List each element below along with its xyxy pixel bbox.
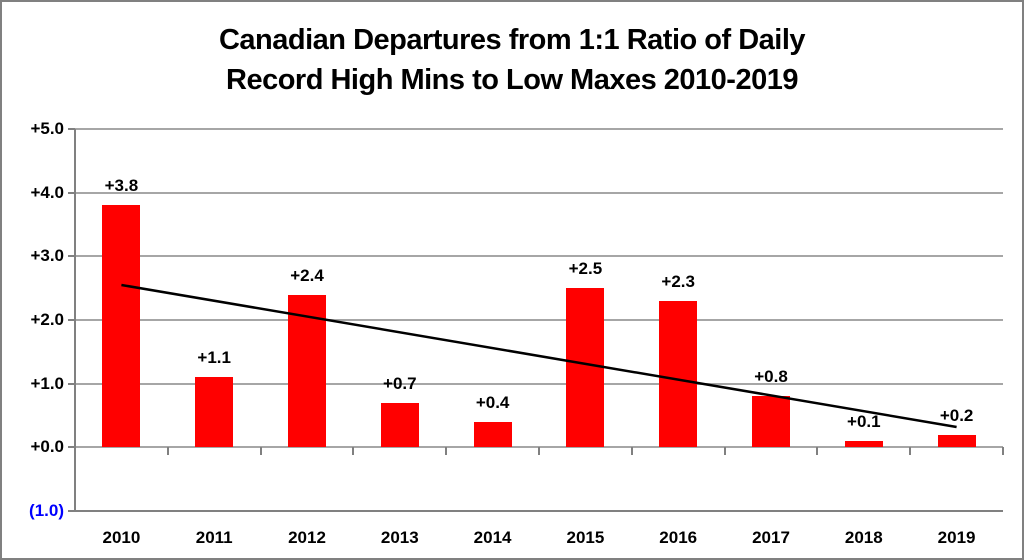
chart-title-line1: Canadian Departures from 1:1 Ratio of Da… [218, 24, 806, 56]
bar [659, 300, 698, 448]
bar-value-label: +0.8 [754, 367, 788, 387]
chart-title: Canadian Departures from 1:1 Ratio of Da… [2, 20, 1022, 100]
x-axis-tick [723, 447, 726, 456]
x-tick-label: 2011 [195, 528, 233, 547]
x-axis-tick [259, 447, 262, 456]
y-tick-label: (1.0) [29, 501, 64, 520]
x-tick-label: 2019 [937, 528, 976, 547]
y-axis-tick [68, 255, 75, 258]
chart-title-line2: Record High Mins to Low Maxes 2010-2019 [226, 64, 798, 96]
bar [844, 440, 883, 448]
x-axis-tick [630, 447, 633, 456]
bar [752, 396, 790, 448]
y-tick-label: +5.0 [30, 119, 64, 138]
y-gridline [75, 128, 1003, 130]
y-tick-label: +3.0 [30, 246, 64, 266]
x-tick-label: 2017 [752, 528, 790, 547]
y-axis-tick [68, 382, 75, 385]
bar [937, 434, 976, 448]
x-axis-tick [909, 447, 912, 456]
y-tick-label: +1.0 [30, 373, 64, 393]
bar-value-label: +2.5 [568, 259, 603, 279]
x-tick-label: 2015 [566, 528, 605, 547]
x-tick-label: 2012 [288, 528, 326, 547]
bar-value-label: +2.3 [661, 271, 695, 291]
y-axis-line [74, 129, 76, 512]
bar-value-label: +1.1 [197, 348, 231, 368]
y-gridline [75, 191, 1003, 194]
y-axis-tick [68, 191, 75, 194]
bar-value-label: +2.4 [290, 265, 324, 285]
x-axis-tick [352, 447, 355, 456]
y-tick-label: +4.0 [30, 182, 64, 202]
y-tick-label: +2.0 [30, 310, 64, 329]
x-tick-label: 2014 [473, 528, 512, 547]
x-axis-tick [538, 447, 540, 456]
y-gridline [75, 510, 1003, 512]
y-axis-tick [68, 510, 75, 512]
x-axis-tick [166, 447, 169, 456]
x-axis-tick [1002, 447, 1004, 456]
y-tick-label: +0.0 [30, 437, 64, 457]
x-axis-tick [445, 447, 448, 456]
bar-value-label: +3.8 [104, 176, 139, 196]
bar [195, 377, 234, 448]
bar [380, 402, 419, 448]
x-tick-label: 2016 [659, 528, 698, 547]
x-tick-label: 2013 [380, 528, 419, 547]
bar [288, 294, 326, 448]
y-gridline [75, 319, 1003, 321]
bar-value-label: +0.7 [383, 373, 417, 393]
y-axis-tick [68, 128, 75, 130]
y-axis-tick [68, 446, 75, 449]
y-gridline [75, 255, 1003, 258]
bar-value-label: +0.1 [847, 411, 881, 431]
bar [473, 421, 512, 448]
x-tick-label: 2010 [102, 528, 141, 547]
x-axis-tick [816, 447, 819, 456]
bar [566, 288, 605, 448]
x-tick-label: 2018 [844, 528, 883, 547]
bar [102, 205, 141, 448]
bar-value-label: +0.4 [475, 392, 510, 412]
y-axis-tick [68, 319, 75, 321]
bar-value-label: +0.2 [939, 405, 974, 425]
